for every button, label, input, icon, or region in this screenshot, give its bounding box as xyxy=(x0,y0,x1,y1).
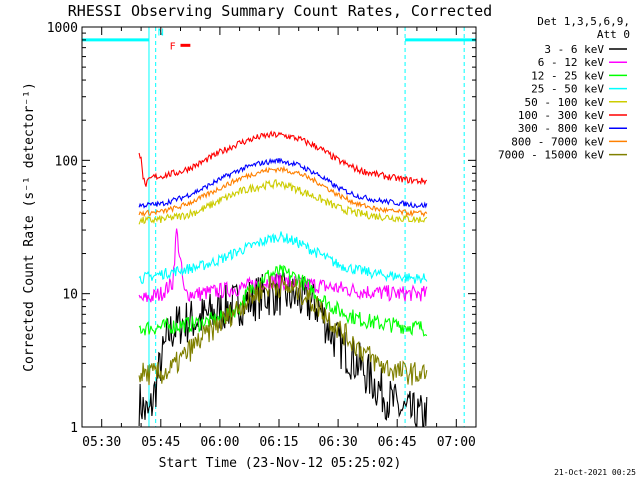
series-line-6 xyxy=(138,130,428,187)
x-tick-label-2: 05:45 xyxy=(141,435,180,450)
y-tick-label-4: 1000 xyxy=(47,21,78,36)
x-tick-label-6: 06:45 xyxy=(378,435,417,450)
series-line-8 xyxy=(138,165,428,218)
legend-label-4: 25 - 50 keV xyxy=(531,83,604,96)
legend-label-3: 12 - 25 keV xyxy=(531,69,604,82)
legend-header-line-1: Det 1,3,5,6,9, xyxy=(537,15,630,28)
series-line-4 xyxy=(138,231,428,285)
x-tick-label-1: 05:30 xyxy=(82,435,121,450)
legend-label-2: 6 - 12 keV xyxy=(538,56,605,69)
series-line-9 xyxy=(138,275,428,386)
legend-label-5: 50 - 100 keV xyxy=(525,96,605,109)
flag-label-f: F xyxy=(170,41,176,52)
legend-label-8: 800 - 7000 keV xyxy=(511,135,604,148)
axes-ticks: 05:30 05:45 06:00 06:15 06:30 06:45 07:00 1 10 10… xyxy=(47,21,477,450)
chart-title: RHESSI Observing Summary Count Rates, Co… xyxy=(68,2,492,20)
x-tick-label-5: 06:30 xyxy=(319,435,358,450)
plot-frame xyxy=(81,26,477,428)
series-line-3 xyxy=(138,264,428,337)
x-tick-label-3: 06:00 xyxy=(200,435,239,450)
x-axis-label: Start Time (23-Nov-12 05:25:02) xyxy=(159,456,402,471)
y-tick-label-1: 1 xyxy=(70,421,78,436)
legend-label-6: 100 - 300 keV xyxy=(518,109,604,122)
series-line-7 xyxy=(138,157,428,209)
x-tick-label-4: 06:15 xyxy=(259,435,298,450)
y-tick-label-3: 100 xyxy=(55,154,78,169)
legend-label-1: 3 - 6 keV xyxy=(544,43,604,56)
plot-content: NF xyxy=(82,27,476,428)
y-tick-label-2: 10 xyxy=(62,288,78,303)
series-line-1 xyxy=(138,269,428,428)
x-tick-label-7: 07:00 xyxy=(437,435,476,450)
legend-header-line-2: Att 0 xyxy=(597,28,630,41)
legend-label-9: 7000 - 15000 keV xyxy=(498,149,604,162)
legend-label-7: 300 - 800 keV xyxy=(518,122,604,135)
footer-timestamp: 21-Oct-2021 00:25 xyxy=(554,468,636,477)
y-axis-label: Corrected Count Rate (s⁻¹ detector⁻¹) xyxy=(22,82,37,372)
series-line-5 xyxy=(138,179,428,225)
